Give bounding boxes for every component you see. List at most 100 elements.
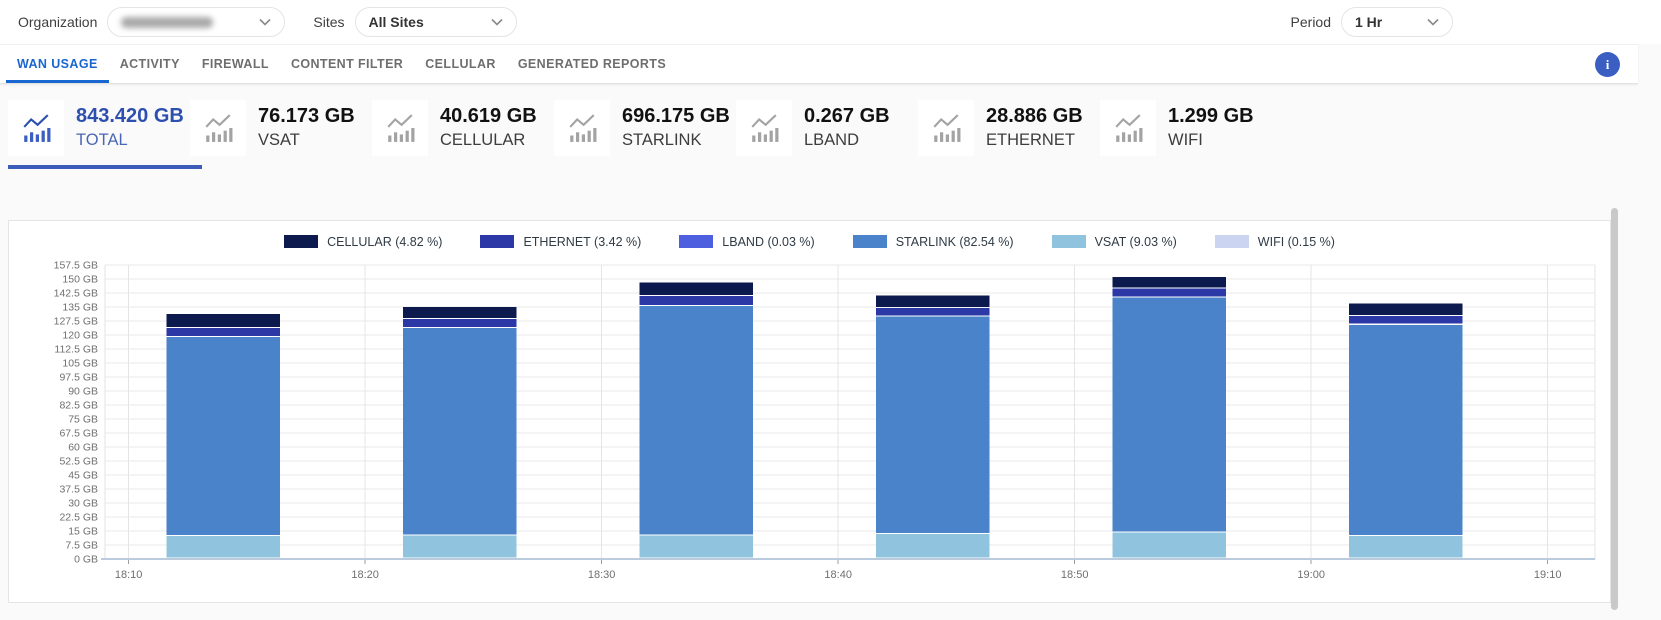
bar-segment-vsat[interactable] [876, 534, 990, 558]
legend-item-wifi[interactable]: WIFI (0.15 %) [1214, 232, 1335, 251]
tab-generated-reports[interactable]: GENERATED REPORTS [517, 57, 667, 71]
stat-card-vsat[interactable]: 76.173 GB VSAT [190, 100, 372, 156]
tab-bar: WAN USAGE ACTIVITY FIREWALL CONTENT FILT… [0, 44, 1638, 84]
tab-cellular[interactable]: CELLULAR [425, 57, 496, 71]
bar-segment-ethernet[interactable] [639, 296, 754, 305]
top-bar: Organization Sites All Sites Period 1 Hr [0, 0, 1661, 44]
legend-item-cellular[interactable]: CELLULAR (4.82 %) [284, 232, 442, 251]
chart-icon [372, 100, 428, 156]
bar-segment-vsat[interactable] [403, 535, 517, 558]
stat-value: 0.267 GB [804, 105, 890, 127]
bar-segment-ethernet[interactable] [1112, 288, 1227, 297]
y-axis-tick-label: 60 GB [68, 442, 98, 454]
stacked-bar[interactable] [1112, 276, 1227, 558]
organization-value-redacted [121, 16, 214, 28]
y-axis-tick-label: 157.5 GB [54, 260, 98, 272]
tab-wan-usage[interactable]: WAN USAGE [6, 45, 109, 83]
y-axis-tick-label: 105 GB [62, 358, 98, 370]
legend-label: VSAT (9.03 %) [1094, 234, 1177, 249]
chart-svg: 0 GB 7.5 GB 15 GB 22.5 GB 30 GB 37.5 GB 45 GB 5… [54, 260, 1596, 581]
legend-swatch [1214, 235, 1249, 248]
bar-segment-cellular[interactable] [1112, 276, 1227, 288]
stat-card-starlink[interactable]: 696.175 GB STARLINK [554, 100, 736, 156]
legend-label: WIFI (0.15 %) [1257, 234, 1335, 249]
legend-item-lband[interactable]: LBAND (0.03 %) [679, 232, 815, 251]
chart-icon [8, 100, 64, 156]
stat-card-total[interactable]: 843.420 GB TOTAL [8, 100, 202, 169]
bar-segment-cellular[interactable] [639, 282, 754, 296]
chart-icon [554, 100, 610, 156]
bar-segment-vsat[interactable] [166, 535, 281, 558]
x-axis-tick-label: 18:40 [824, 569, 852, 581]
period-label: Period [1290, 14, 1331, 30]
bar-segment-starlink[interactable] [639, 305, 754, 535]
vertical-scrollbar[interactable] [1611, 208, 1618, 610]
stacked-bar[interactable] [403, 306, 517, 558]
organization-select[interactable] [107, 7, 286, 37]
bar-segment-starlink[interactable] [876, 316, 990, 534]
stat-card-wifi[interactable]: 1.299 GB WIFI [1100, 100, 1282, 156]
y-axis-tick-label: 75 GB [68, 414, 98, 426]
bar-segment-cellular[interactable] [166, 314, 281, 328]
bar-segment-ethernet[interactable] [403, 318, 517, 327]
y-axis-tick-label: 97.5 GB [59, 372, 98, 384]
stat-value: 40.619 GB [440, 105, 537, 127]
bar-segment-ethernet[interactable] [166, 328, 281, 336]
bar-segment-starlink[interactable] [403, 328, 517, 535]
bar-segment-cellular[interactable] [1349, 303, 1463, 315]
legend-swatch [480, 235, 515, 248]
y-axis-tick-label: 52.5 GB [59, 456, 98, 468]
tab-activity[interactable]: ACTIVITY [119, 57, 180, 71]
stat-value: 28.886 GB [986, 105, 1083, 127]
stat-card-cellular[interactable]: 40.619 GB CELLULAR [372, 100, 554, 156]
tab-firewall[interactable]: FIREWALL [201, 57, 269, 71]
bar-segment-starlink[interactable] [1349, 324, 1463, 536]
bar-segment-starlink[interactable] [166, 337, 281, 535]
y-axis-tick-label: 127.5 GB [54, 316, 98, 328]
chevron-down-icon [490, 18, 503, 26]
bar-segment-ethernet[interactable] [876, 307, 990, 316]
bar-segment-starlink[interactable] [1112, 297, 1227, 532]
stat-value: 76.173 GB [258, 105, 355, 127]
bar-segment-vsat[interactable] [1112, 532, 1227, 558]
chart-icon [1100, 100, 1156, 156]
legend-swatch [1051, 235, 1086, 248]
bar-segment-cellular[interactable] [876, 295, 990, 307]
stacked-bar[interactable] [1349, 303, 1463, 558]
bar-segment-ethernet[interactable] [1349, 315, 1463, 324]
period-select[interactable]: 1 Hr [1341, 7, 1453, 37]
chevron-down-icon [259, 18, 271, 26]
stat-card-lband[interactable]: 0.267 GB LBAND [736, 100, 918, 156]
bar-segment-vsat[interactable] [1349, 536, 1463, 558]
bar-segment-vsat[interactable] [639, 535, 754, 558]
sites-select[interactable]: All Sites [354, 7, 517, 37]
legend-swatch [679, 235, 714, 248]
stacked-bar[interactable] [166, 314, 281, 558]
chevron-down-icon [1427, 18, 1439, 26]
stacked-bar[interactable] [639, 282, 754, 558]
y-axis-tick-label: 135 GB [62, 302, 98, 314]
chart-icon [918, 100, 974, 156]
stat-label: WIFI [1168, 131, 1203, 149]
y-axis-tick-label: 150 GB [62, 274, 98, 286]
legend-label: LBAND (0.03 %) [722, 234, 815, 249]
chart-icon [736, 100, 792, 156]
stat-card-ethernet[interactable]: 28.886 GB ETHERNET [918, 100, 1100, 156]
info-icon[interactable]: i [1595, 52, 1620, 77]
stat-label: TOTAL [76, 131, 128, 149]
legend-item-starlink[interactable]: STARLINK (82.54 %) [852, 232, 1014, 251]
stacked-bar-chart: 0 GB 7.5 GB 15 GB 22.5 GB 30 GB 37.5 GB 45 GB 5… [9, 251, 1610, 594]
legend-label: ETHERNET (3.42 %) [523, 234, 642, 249]
legend-item-ethernet[interactable]: ETHERNET (3.42 %) [480, 232, 641, 251]
stacked-bar[interactable] [876, 295, 990, 558]
sites-label: Sites [313, 14, 345, 30]
x-axis-tick-label: 18:10 [115, 569, 143, 581]
stat-label: CELLULAR [440, 131, 526, 149]
tab-content-filter[interactable]: CONTENT FILTER [290, 57, 404, 71]
y-axis-tick-label: 22.5 GB [59, 512, 98, 524]
wan-usage-chart-panel: CELLULAR (4.82 %) ETHERNET (3.42 %) LBAND … [8, 220, 1611, 603]
stat-label: VSAT [258, 131, 300, 149]
bar-segment-cellular[interactable] [403, 306, 517, 318]
x-axis-tick-label: 19:10 [1534, 569, 1562, 581]
legend-item-vsat[interactable]: VSAT (9.03 %) [1051, 232, 1177, 251]
